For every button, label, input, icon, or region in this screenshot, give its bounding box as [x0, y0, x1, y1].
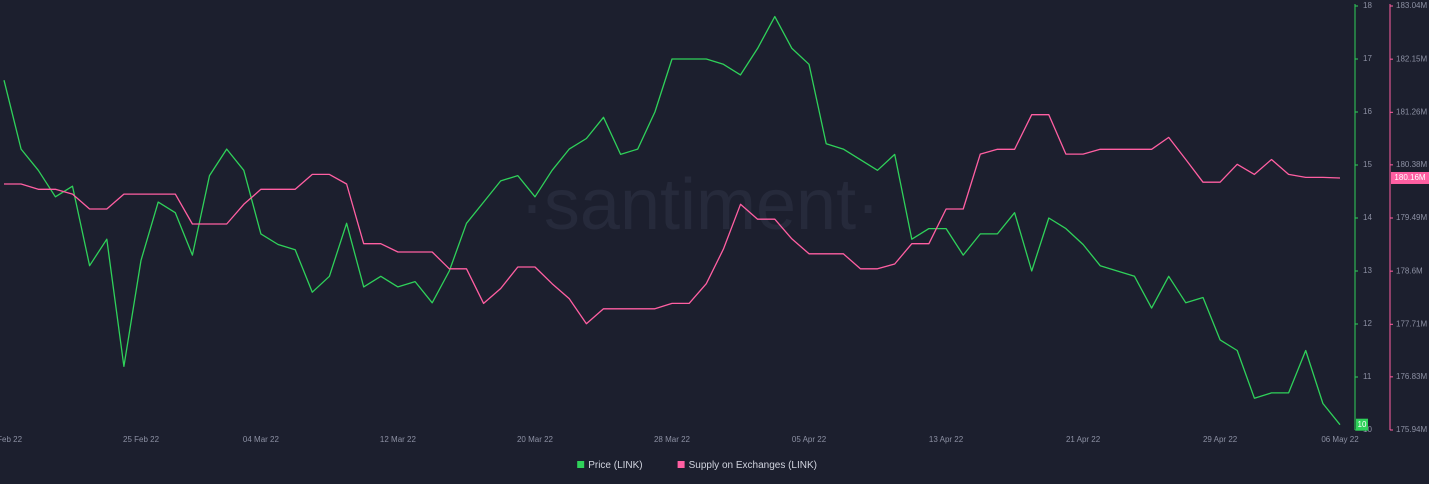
- x-tick-label: 13 Apr 22: [929, 435, 964, 444]
- y2-tick-label: 180.38M: [1396, 160, 1427, 169]
- x-tick-label: 21 Apr 22: [1066, 435, 1101, 444]
- x-tick-label: 05 Apr 22: [792, 435, 827, 444]
- y-tick-label: 15: [1363, 160, 1372, 169]
- y2-tick-label: 179.49M: [1396, 213, 1427, 222]
- y-tick-label: 11: [1363, 372, 1372, 381]
- x-tick-label: 17 Feb 22: [0, 435, 23, 444]
- x-tick-label: 04 Mar 22: [243, 435, 280, 444]
- series-line: [3, 15, 1341, 426]
- y-tick-label: 16: [1363, 107, 1372, 116]
- series-line: [4, 114, 1341, 325]
- y2-tick-label: 178.6M: [1396, 266, 1423, 275]
- y2-tick-label: 176.83M: [1396, 372, 1427, 381]
- y-tick-label: 12: [1363, 319, 1372, 328]
- y2-tick-label: 183.04M: [1396, 1, 1427, 10]
- y-tick-label: 13: [1363, 266, 1372, 275]
- y-tick-label: 17: [1363, 54, 1372, 63]
- current-value-label: 10: [1358, 420, 1367, 429]
- current-value-label: 180.16M: [1394, 173, 1425, 182]
- legend-swatch[interactable]: [577, 461, 585, 468]
- x-tick-label: 12 Mar 22: [380, 435, 417, 444]
- current-value-badge: [1391, 171, 1429, 184]
- current-value-badge: [1356, 418, 1368, 431]
- y2-tick-label: 182.15M: [1396, 54, 1427, 63]
- x-tick-label: 29 Apr 22: [1203, 435, 1238, 444]
- y2-tick-label: 177.71M: [1396, 319, 1427, 328]
- y-tick-label: 14: [1363, 213, 1372, 222]
- legend-label[interactable]: Supply on Exchanges (LINK): [689, 460, 817, 471]
- legend-label[interactable]: Price (LINK): [588, 460, 642, 471]
- y2-tick-label: 181.26M: [1396, 107, 1427, 116]
- x-tick-label: 28 Mar 22: [654, 435, 691, 444]
- y2-tick-label: 175.94M: [1396, 425, 1427, 434]
- x-tick-label: 25 Feb 22: [123, 435, 160, 444]
- x-tick-label: 06 May 22: [1321, 435, 1359, 444]
- watermark: ·santiment·: [520, 165, 880, 245]
- y-tick-label: 18: [1363, 1, 1372, 10]
- x-tick-label: 20 Mar 22: [517, 435, 554, 444]
- legend-swatch[interactable]: [677, 461, 685, 468]
